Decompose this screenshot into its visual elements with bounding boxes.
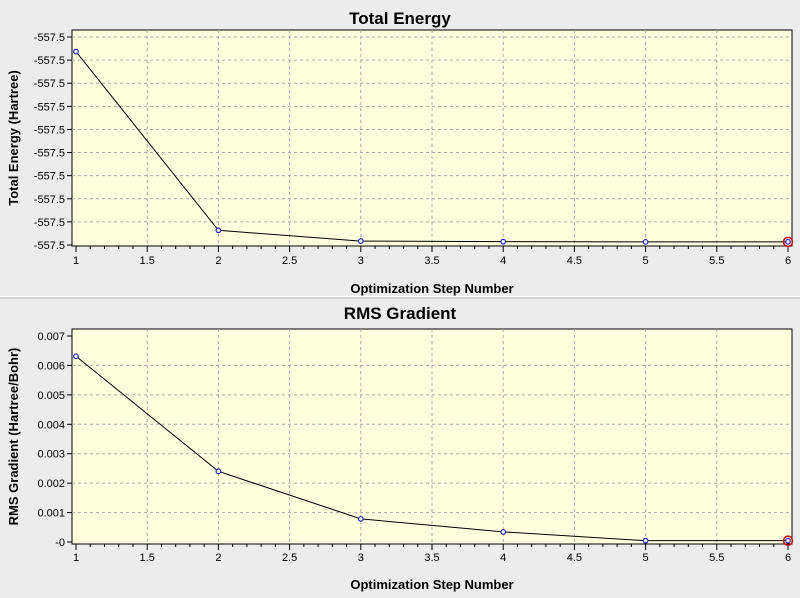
- x-tick-label: 5.5: [709, 255, 724, 267]
- x-tick-label: 3: [358, 552, 364, 564]
- y-tick-label: 0.007: [37, 331, 65, 343]
- rms-gradient-panel: RMS Gradient 1 1.5 2 2.5 3 3.5 4 4.5 5 5.5 6 0.007 0.…: [0, 299, 800, 598]
- y-tick-label: -557.5: [34, 32, 65, 44]
- x-tick-label: 1: [73, 552, 79, 564]
- x-tick-label: 4: [500, 255, 506, 267]
- x-tick-label: 2: [215, 255, 221, 267]
- y-tick-label: 0.001: [37, 508, 65, 520]
- rms-gradient-chart: RMS Gradient 1 1.5 2 2.5 3 3.5 4 4.5 5 5.5 6 0.007 0.…: [6, 304, 794, 592]
- y-tick-label: -557.5: [34, 101, 65, 113]
- chart-title: Total Energy: [349, 9, 451, 28]
- x-tick-label: 4.5: [567, 552, 582, 564]
- data-point: [73, 48, 79, 55]
- data-point: [357, 515, 364, 522]
- chart-title: RMS Gradient: [344, 304, 457, 323]
- plot-area: [71, 328, 793, 545]
- y-tick-label: 0.005: [37, 390, 65, 402]
- y-tick-label: -557.5: [34, 240, 65, 252]
- x-axis-label: Optimization Step Number: [350, 281, 513, 296]
- data-point: [785, 238, 791, 245]
- y-axis-label: RMS Gradient (Hartree/Bohr): [6, 348, 21, 526]
- x-tick-label: 4.5: [567, 255, 582, 267]
- y-axis-label: Total Energy (Hartree): [6, 70, 21, 206]
- highlight-point-ring: [782, 535, 794, 546]
- series-line: [75, 355, 788, 542]
- y-tick-label: 0.003: [37, 449, 65, 461]
- data-point: [642, 537, 649, 544]
- y-tick-label: -557.5: [34, 171, 65, 183]
- y-tick-label: -0: [55, 537, 65, 549]
- y-tick-label: -557.5: [34, 194, 65, 206]
- x-tick-label: 1: [73, 255, 79, 267]
- data-point: [642, 238, 649, 245]
- y-tick-label: -557.5: [34, 148, 65, 160]
- y-tick-label: -557.5: [34, 55, 65, 67]
- x-tick-label: 6: [785, 255, 791, 267]
- y-tick-label: -557.5: [34, 78, 65, 90]
- x-tick-label: 2: [215, 552, 221, 564]
- x-tick-label: 3.5: [424, 552, 439, 564]
- x-axis-label: Optimization Step Number: [350, 577, 513, 592]
- y-tick-label: 0.006: [37, 360, 65, 372]
- x-tick-label: 2.5: [282, 552, 297, 564]
- highlight-point-ring: [782, 236, 794, 248]
- x-tick-label: 6: [785, 552, 791, 564]
- data-point: [215, 468, 222, 475]
- y-tick-label: -557.5: [34, 217, 65, 229]
- x-tick-label: 1.5: [140, 552, 155, 564]
- data-point: [357, 238, 364, 244]
- total-energy-panel: Total Energy 1 1.5 2 2.5 3 3.5 4 4.5 5 5.5 6 -557.5 -…: [0, 0, 800, 297]
- x-tick-label: 5: [643, 552, 649, 564]
- y-tick-label: 0.004: [37, 419, 65, 431]
- y-tick-label: 0.002: [37, 478, 65, 490]
- x-tick-label: 3: [358, 255, 364, 267]
- total-energy-chart: Total Energy 1 1.5 2 2.5 3 3.5 4 4.5 5 5.5 6 -557.5 -…: [6, 9, 794, 296]
- x-tick-label: 4: [500, 552, 506, 564]
- x-tick-label: 3.5: [424, 255, 439, 267]
- x-tick-label: 1.5: [140, 255, 155, 267]
- data-point: [500, 238, 507, 245]
- data-point: [500, 528, 507, 535]
- x-tick-label: 5.5: [709, 552, 724, 564]
- y-tick-label: -557.5: [34, 124, 65, 136]
- x-tick-label: 5: [643, 255, 649, 267]
- series-line: [75, 51, 788, 243]
- data-point: [215, 227, 222, 234]
- x-tick-label: 2.5: [282, 255, 297, 267]
- data-point: [785, 537, 791, 544]
- data-point: [73, 353, 79, 360]
